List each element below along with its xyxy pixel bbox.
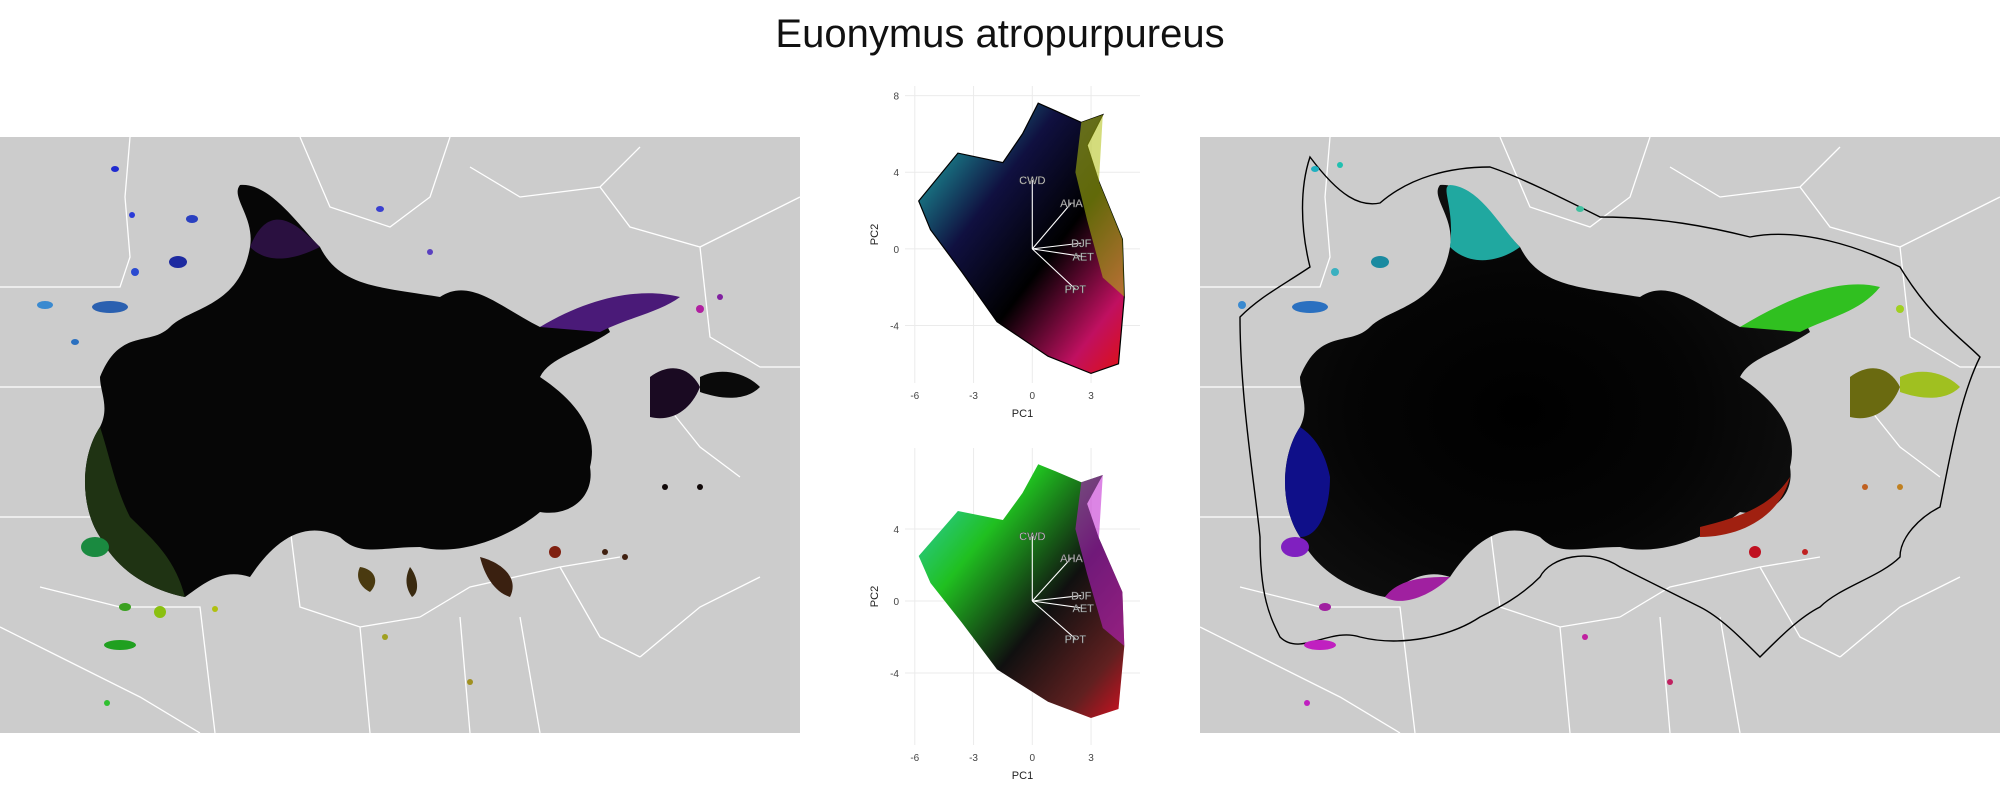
loading-arrow-aet <box>1032 600 1084 609</box>
loading-label-aet: AET <box>1073 603 1095 615</box>
page-title: Euonymus atropurpureus <box>775 12 1225 56</box>
loading-label-aha: AHA <box>1060 553 1083 565</box>
loading-label-djf: DJF <box>1071 238 1091 250</box>
x-tick-label: 3 <box>1088 753 1094 764</box>
right-range-map <box>1199 136 2000 734</box>
pca-point-cloud <box>918 102 1125 375</box>
y-axis-label: PC2 <box>869 224 881 245</box>
pca-plot-bottom: CWD AHA DJF AET PPT -6 -3 0 3 4 0 -4 PC1 PC2 <box>860 440 1150 795</box>
loading-arrow-aet <box>1032 248 1084 258</box>
x-tick-label: 0 <box>1030 391 1036 402</box>
left-range-map <box>0 136 801 734</box>
y-tick-label: -4 <box>890 669 899 680</box>
y-tick-label: 4 <box>893 525 899 536</box>
pca-loading-arrows: CWD AHA DJF AET PPT <box>1019 175 1095 297</box>
pca-tick-labels: -6 -3 0 3 8 4 0 -4 <box>890 92 1094 402</box>
loading-label-cwd: CWD <box>1019 531 1045 543</box>
loading-arrow-aha <box>1031 557 1072 602</box>
loading-label-aet: AET <box>1073 252 1095 264</box>
loading-arrow-djf <box>1032 595 1082 602</box>
loading-label-ppt: PPT <box>1065 634 1087 646</box>
pca-tick-labels: -6 -3 0 3 4 0 -4 <box>890 525 1094 764</box>
x-tick-label: -6 <box>910 391 919 402</box>
right-outlier-points <box>1238 162 1904 706</box>
right-range-shape <box>1285 184 1960 601</box>
x-tick-label: -6 <box>910 753 919 764</box>
y-tick-label: 4 <box>893 168 899 179</box>
y-tick-label: 8 <box>893 92 899 103</box>
loading-label-ppt: PPT <box>1065 284 1087 296</box>
x-axis-label: PC1 <box>1012 408 1033 420</box>
loading-arrow-aha <box>1031 202 1072 250</box>
loading-label-djf: DJF <box>1071 591 1091 603</box>
loading-label-aha: AHA <box>1060 198 1083 210</box>
x-tick-label: 0 <box>1030 753 1036 764</box>
convex-hull-outline <box>1239 155 1981 658</box>
x-tick-label: 3 <box>1088 391 1094 402</box>
loading-label-cwd: CWD <box>1019 175 1045 187</box>
left-range-shape <box>85 184 760 597</box>
y-axis-label: PC2 <box>869 586 881 607</box>
y-tick-label: 0 <box>893 597 899 608</box>
loading-arrow-ppt <box>1031 248 1076 290</box>
pca-top-svg: CWD AHA DJF AET PPT -6 -3 0 3 8 4 0 -4 PC1 PC2 <box>869 86 1140 420</box>
loading-arrow-ppt <box>1031 600 1076 640</box>
pca-point-cloud <box>918 464 1125 718</box>
pca-plot-top: CWD AHA DJF AET PPT -6 -3 0 3 8 4 0 -4 PC1 PC2 <box>860 78 1150 433</box>
x-axis-label: PC1 <box>1012 770 1033 782</box>
loading-arrow-djf <box>1032 242 1082 250</box>
left-outlier-points <box>37 166 723 706</box>
x-tick-label: -3 <box>969 391 978 402</box>
y-tick-label: 0 <box>893 245 899 256</box>
y-tick-label: -4 <box>890 322 899 333</box>
x-tick-label: -3 <box>969 753 978 764</box>
